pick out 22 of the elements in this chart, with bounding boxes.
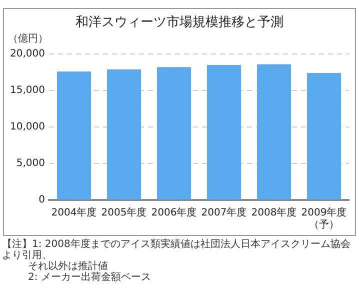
bar xyxy=(307,72,341,200)
y-axis-title: （億円） xyxy=(8,32,48,45)
y-tick-label: 5,000 xyxy=(16,158,45,170)
y-tick-label: 0 xyxy=(38,194,45,206)
x-tick-label: 2006年度 xyxy=(151,206,197,219)
x-tick-label: 2009年度（予） xyxy=(301,206,347,231)
text: 2: メーカー出荷金額ベース xyxy=(27,272,152,283)
x-tick-label: 2004年度 xyxy=(51,206,97,219)
x-tick-label: 2007年度 xyxy=(201,206,247,219)
bar xyxy=(56,72,91,200)
text: それ以外は推計値 xyxy=(27,261,109,272)
y-tick-label: 15,000 xyxy=(10,85,45,96)
y-tick-label: 20,000 xyxy=(10,48,45,60)
bar xyxy=(206,64,241,200)
y-tick-label: 10,000 xyxy=(10,122,45,133)
x-tick-label: 2008年度 xyxy=(251,206,297,219)
x-tick-label: 2005年度 xyxy=(101,206,147,219)
text: 【注】1: 2008年度までのアイス類実績値は社団法人日本アイスクリーム協会より引用、 xyxy=(2,239,352,261)
bar xyxy=(256,64,291,200)
chart-title: 和洋スウィーツ市場規模推移と予測 xyxy=(74,14,284,31)
bar xyxy=(156,67,191,200)
bar xyxy=(106,69,141,200)
